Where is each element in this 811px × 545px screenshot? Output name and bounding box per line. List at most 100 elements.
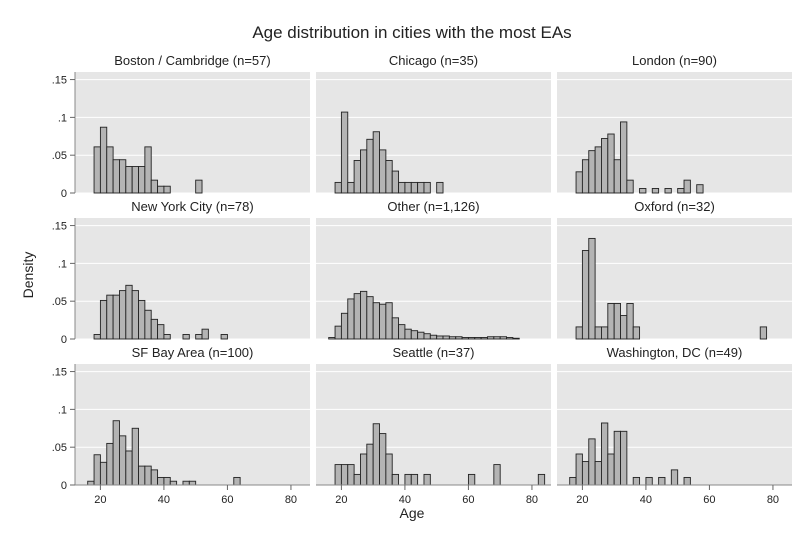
histogram-bar [220,334,228,340]
y-tick-label: 0 [61,188,67,200]
histogram-bar [125,166,133,194]
panel-title: London (n=90) [632,53,717,68]
panel-title: Chicago (n=35) [389,53,478,68]
panel: SF Bay Area (n=100) 0 .05 .1 .15 20 40 60 80 [52,345,310,506]
histogram-bar [632,476,641,486]
histogram-bar [131,166,139,194]
panel: Seattle (n=37) 20 40 60 80 [316,345,551,506]
x-tick-label: 80 [285,494,297,506]
histogram-bar [588,150,596,194]
histogram-bar [696,184,704,194]
histogram-bar [391,473,400,486]
x-tick-label: 60 [703,494,715,506]
histogram-bar [601,138,609,194]
y-tick-label: 0 [61,334,67,346]
histogram-bar [99,126,108,194]
y-tick-label: .15 [52,367,67,379]
histogram-bar [131,427,139,486]
histogram-bar [410,181,419,194]
histogram-bar [607,133,615,194]
histogram-bar [334,464,342,486]
histogram-bar [93,334,101,340]
histogram-bar [683,179,691,194]
histogram-bar [620,121,628,194]
histogram-bar [398,324,406,340]
x-tick-label: 60 [462,494,474,506]
histogram-bar [106,294,114,340]
histogram-bar [157,185,165,194]
histogram-bar [125,284,133,340]
histogram-bar [347,298,355,340]
histogram-bar [417,331,425,340]
panel-title: New York City (n=78) [131,199,253,214]
histogram-bar [99,299,108,340]
y-tick-label: .05 [52,150,67,162]
histogram-bar [93,454,101,486]
histogram-bar [372,302,380,340]
histogram-bar [150,179,159,194]
histogram-bar [575,453,583,486]
histogram-bar [607,303,615,340]
x-axis-label: Age [400,505,425,521]
histogram-bar [391,170,400,194]
panel: Boston / Cambridge (n=57) 0 .05 .1 .15 [52,53,310,200]
histogram-bar [93,146,101,194]
histogram-bar [670,469,679,486]
histogram-bar [182,334,190,340]
histogram-bar [410,330,419,340]
histogram-bar [157,324,165,340]
histogram-bar [366,138,374,194]
histogram-bar [201,328,209,340]
histogram-bar [588,237,596,340]
histogram-bar [537,473,546,486]
x-tick-label: 20 [335,494,347,506]
histogram-bar [467,473,476,486]
histogram-bar [569,476,577,486]
panel-title: Oxford (n=32) [634,199,715,214]
histogram-bar [163,476,171,486]
histogram-bar [626,179,634,194]
histogram-bar [328,337,336,340]
histogram-bar [499,336,507,340]
histogram-bar [658,476,666,486]
histogram-bar [651,188,660,194]
panel-background [316,72,551,193]
histogram-bar [366,443,374,486]
histogram-bar [613,303,621,340]
histogram-bar [195,334,203,340]
histogram-bar [385,302,393,340]
panel: Washington, DC (n=49) 20 40 60 80 [557,345,792,506]
histogram-bar [150,469,159,486]
histogram-bar [480,337,488,340]
histogram-bar [575,171,583,194]
y-tick-label: .1 [58,112,67,124]
histogram-bar [188,480,197,486]
histogram-bar [404,181,412,194]
panel-title: Washington, DC (n=49) [607,345,743,360]
histogram-bar [379,149,387,194]
histogram-bar [150,318,159,340]
histogram-bar [99,461,108,486]
panel: Other (n=1,126) [316,199,551,340]
histogram-bar [372,131,380,194]
histogram-bar [347,181,355,194]
histogram-bar [157,476,165,486]
histogram-bar [360,149,368,194]
histogram-bar [493,464,501,486]
histogram-bar [455,336,463,340]
histogram-bar [487,336,495,340]
histogram-bar [594,461,602,486]
histogram-bar [442,335,450,340]
histogram-bar [334,325,342,340]
histogram-bar [626,303,634,340]
histogram-bar [144,465,152,486]
histogram-bar [385,453,393,486]
histogram-bar [436,335,444,340]
histogram-bar [620,315,628,340]
histogram-bar [581,250,590,340]
histogram-bar [144,309,152,340]
histogram-bar [391,317,400,340]
histogram-bar [645,476,653,486]
panel: New York City (n=78) 0 .05 .1 .15 [52,199,310,346]
